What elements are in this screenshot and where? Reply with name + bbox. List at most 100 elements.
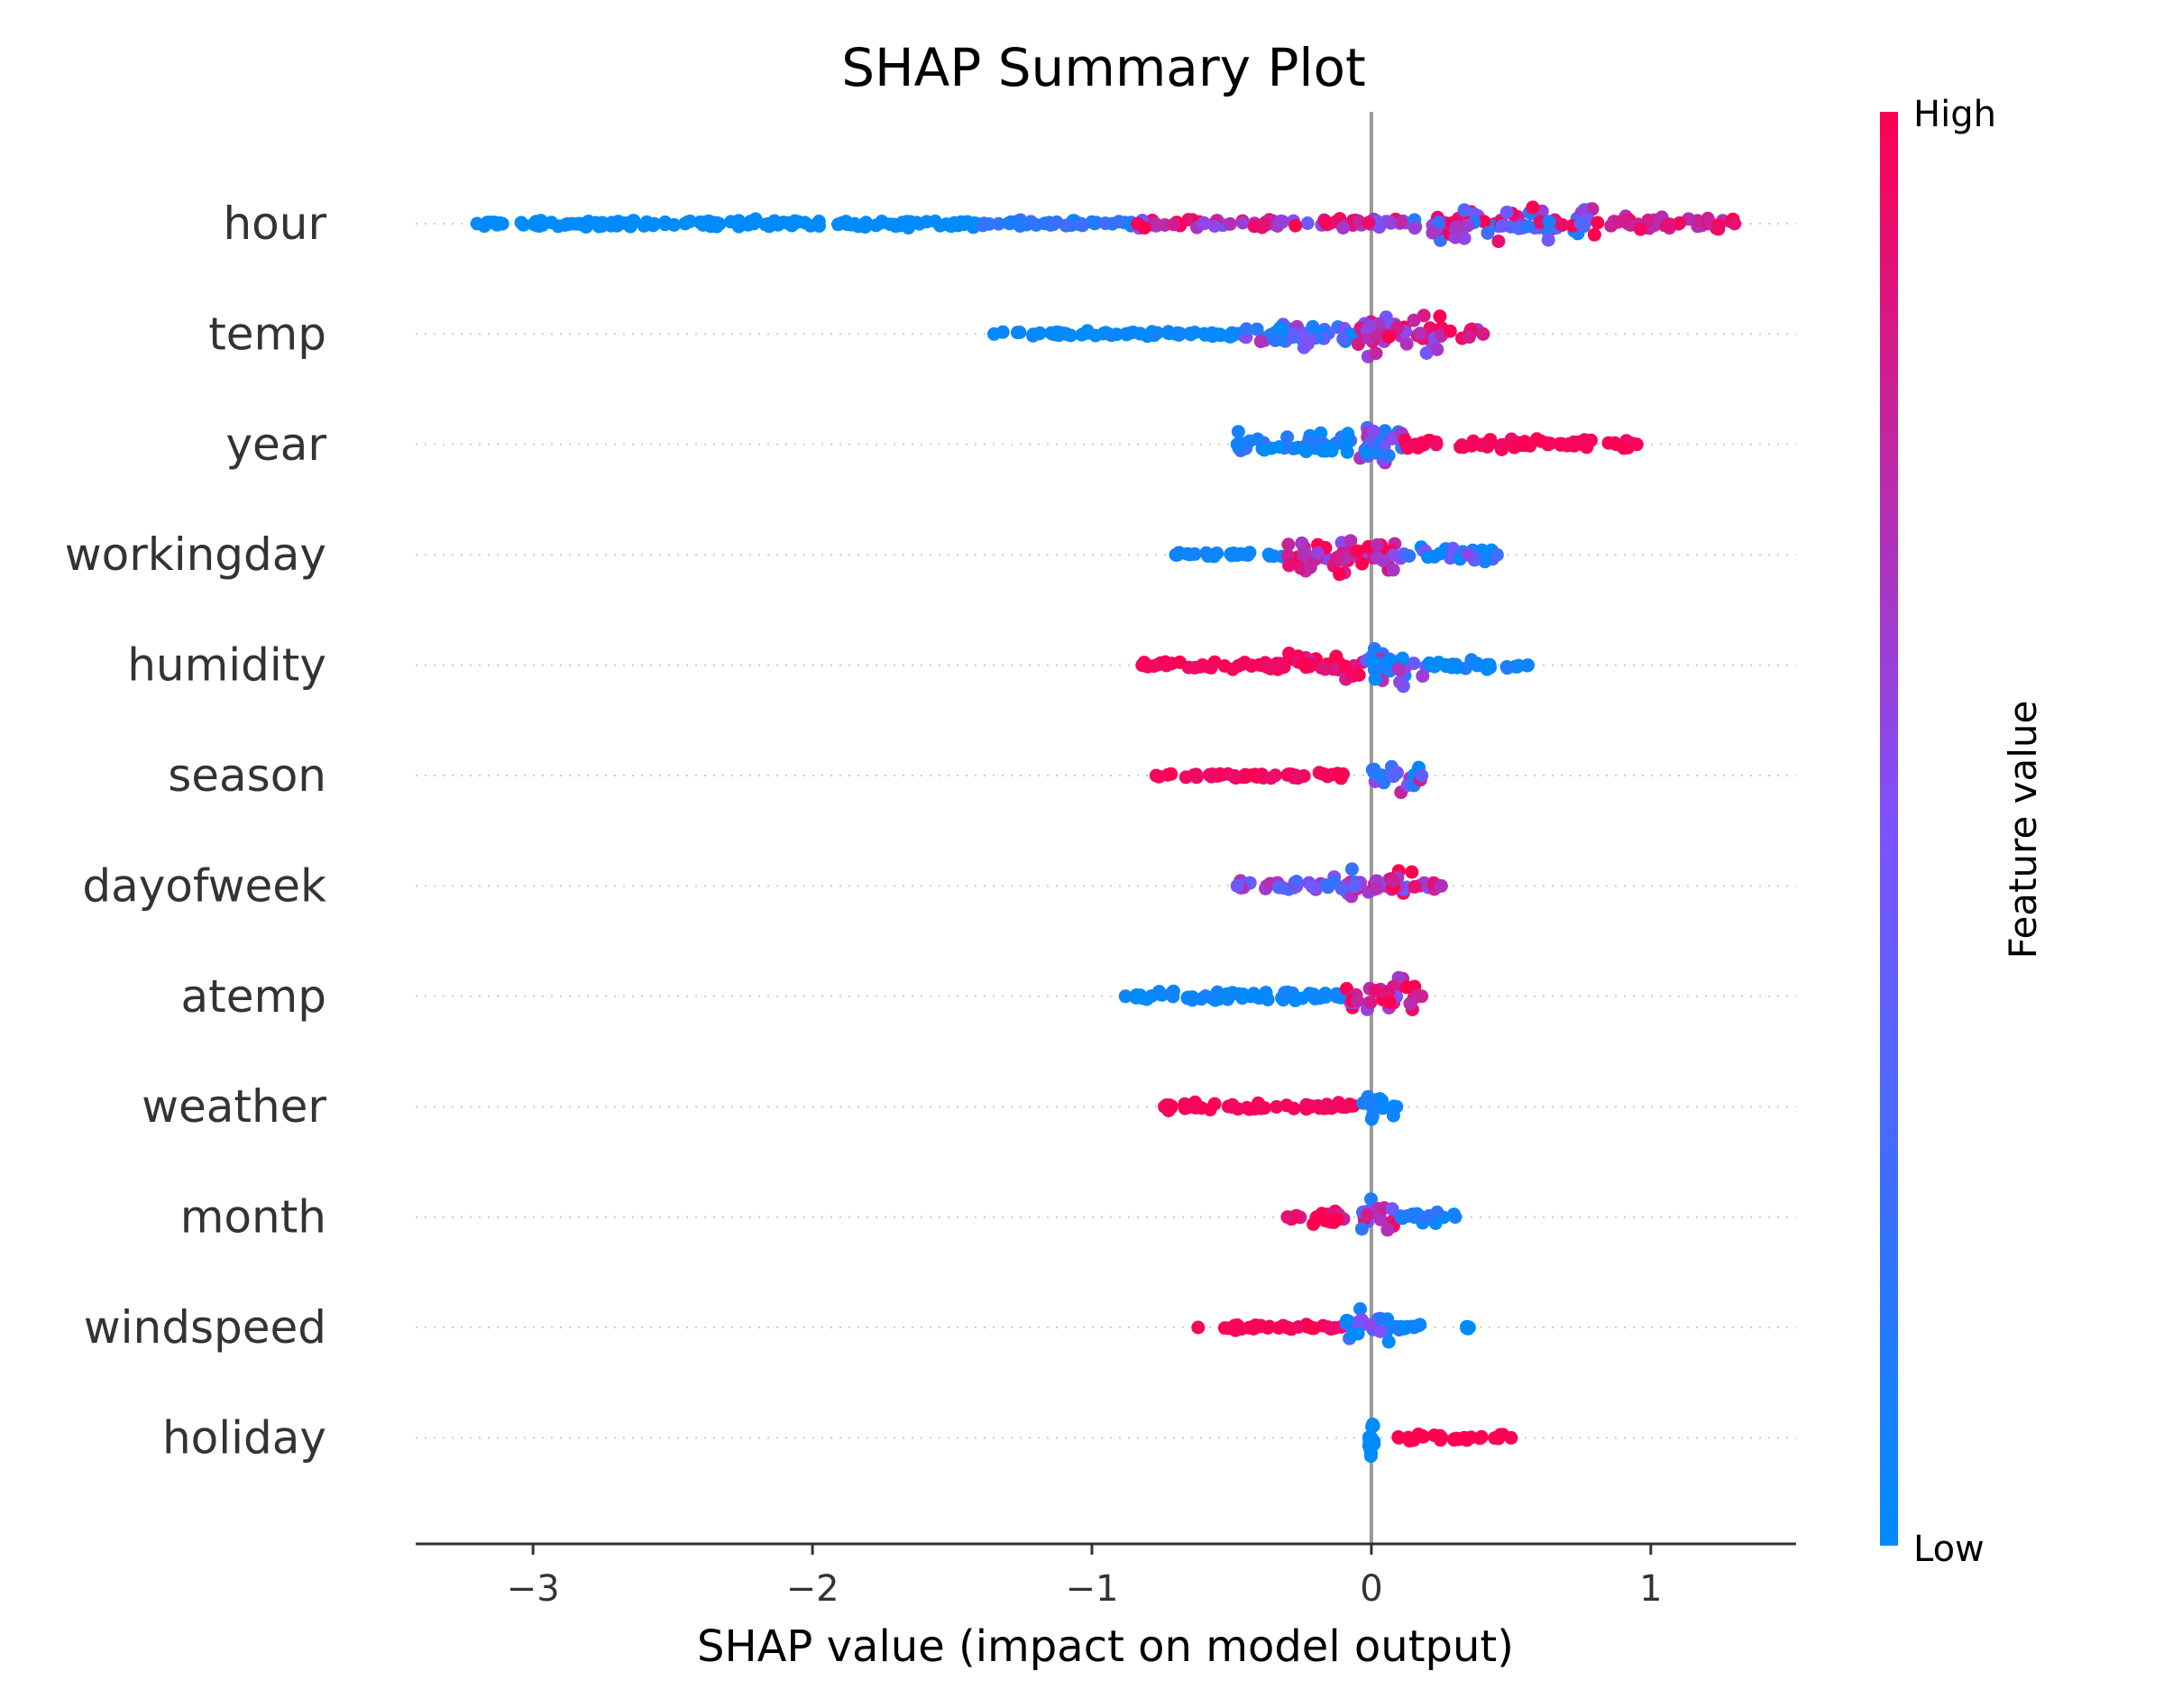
- beeswarm-month: [1280, 1192, 1463, 1237]
- dot-month: [1318, 1214, 1333, 1227]
- dot-humidity: [1252, 657, 1267, 672]
- dot-season: [1316, 767, 1330, 781]
- feature-label-windspeed: windspeed: [84, 1301, 326, 1354]
- dot-hour: [579, 220, 593, 234]
- dot-temp: [1250, 322, 1264, 336]
- dot-month: [1364, 1192, 1378, 1207]
- dot-windspeed: [1339, 1313, 1353, 1327]
- dot-hour: [803, 218, 818, 233]
- dot-hour: [1541, 233, 1555, 247]
- dot-temp: [1080, 324, 1095, 338]
- dot-year: [1322, 440, 1336, 455]
- dot-workingday: [1490, 547, 1504, 562]
- dot-hour: [1521, 219, 1536, 234]
- dot-windspeed: [1321, 1320, 1335, 1335]
- dot-hour: [1223, 216, 1237, 231]
- dot-temp: [1306, 319, 1320, 334]
- feature-label-temp: temp: [208, 308, 326, 360]
- beeswarm-weather: [1158, 1089, 1404, 1126]
- dot-temp: [1417, 308, 1431, 323]
- dot-dayofweek: [1386, 874, 1400, 888]
- dot-workingday: [1261, 547, 1276, 562]
- dot-year: [1302, 433, 1316, 447]
- x-axis-ticks: −3 −2 −1 0 1: [507, 1544, 1663, 1610]
- dot-workingday: [1230, 548, 1244, 563]
- dot-windspeed: [1346, 1327, 1360, 1341]
- dot-year: [1617, 441, 1631, 455]
- beeswarm-season: [1149, 759, 1429, 800]
- dot-hour: [928, 214, 942, 228]
- dot-weather: [1270, 1099, 1284, 1114]
- beeswarm-atemp: [1118, 970, 1429, 1016]
- dot-humidity: [1480, 657, 1494, 672]
- dot-workingday: [1343, 534, 1358, 548]
- dot-hour: [698, 215, 712, 229]
- dot-temp: [1430, 343, 1444, 356]
- dot-year: [1517, 438, 1531, 453]
- x-tick-label: −1: [1066, 1568, 1119, 1610]
- dot-hour: [1098, 216, 1113, 231]
- dot-hour: [1461, 218, 1475, 233]
- feature-label-weather: weather: [142, 1080, 326, 1133]
- beeswarm-windspeed: [1191, 1302, 1476, 1349]
- dot-hour: [1408, 221, 1422, 235]
- dot-holiday: [1391, 1430, 1406, 1445]
- dot-temp: [1132, 326, 1147, 341]
- dot-workingday: [1351, 544, 1364, 558]
- dot-hour: [1457, 203, 1472, 217]
- dot-workingday: [1169, 547, 1183, 562]
- beeswarm-dayofweek: [1230, 862, 1448, 904]
- dot-hour: [1481, 225, 1495, 240]
- dot-hour: [1660, 218, 1674, 233]
- dot-atemp: [1166, 989, 1180, 1004]
- dot-temp: [1239, 322, 1253, 336]
- dot-hour: [1317, 214, 1332, 228]
- dot-atemp: [1399, 980, 1414, 995]
- dot-hour: [791, 215, 805, 229]
- dot-season: [1365, 763, 1380, 777]
- dot-hour: [976, 218, 990, 233]
- dot-atemp: [1369, 984, 1383, 998]
- dot-windspeed: [1271, 1321, 1286, 1335]
- dot-hour: [1577, 219, 1591, 234]
- dot-month: [1422, 1208, 1436, 1223]
- dot-weather: [1178, 1100, 1193, 1114]
- dot-weather: [1203, 1102, 1217, 1116]
- dot-hour: [743, 215, 757, 229]
- dot-windspeed: [1250, 1319, 1264, 1334]
- dot-year: [1553, 436, 1567, 451]
- dot-temp: [1433, 309, 1447, 324]
- dot-atemp: [1381, 985, 1396, 999]
- dot-year: [1280, 430, 1295, 445]
- beeswarm-hour: [470, 200, 1742, 249]
- dot-season: [1202, 767, 1216, 782]
- dot-atemp: [1403, 996, 1417, 1011]
- dot-year: [1543, 436, 1557, 451]
- feature-label-atemp: atemp: [181, 970, 326, 1023]
- dot-dayofweek: [1408, 879, 1422, 894]
- dot-weather: [1225, 1097, 1240, 1112]
- dot-temp: [1423, 321, 1437, 335]
- dot-hour: [1499, 206, 1514, 219]
- dot-temp: [1462, 330, 1476, 344]
- colorbar-low-label: Low: [1913, 1529, 1985, 1570]
- dot-hour: [1004, 215, 1018, 229]
- grid-layer: [416, 223, 1796, 1439]
- dot-workingday: [1330, 550, 1344, 565]
- dot-holiday: [1363, 1442, 1377, 1456]
- dot-year: [1359, 445, 1373, 460]
- dot-atemp: [1180, 991, 1195, 1006]
- dot-windspeed: [1398, 1320, 1412, 1335]
- dot-humidity: [1416, 669, 1430, 684]
- dot-hour: [1587, 227, 1601, 242]
- dot-hour: [887, 217, 902, 232]
- dot-hour: [1542, 215, 1556, 229]
- feature-label-dayofweek: dayofweek: [82, 859, 326, 912]
- dot-year: [1299, 445, 1314, 459]
- dot-windspeed: [1291, 1320, 1306, 1334]
- dot-season: [1187, 768, 1201, 782]
- dot-year: [1453, 440, 1468, 455]
- dot-humidity: [1201, 659, 1215, 674]
